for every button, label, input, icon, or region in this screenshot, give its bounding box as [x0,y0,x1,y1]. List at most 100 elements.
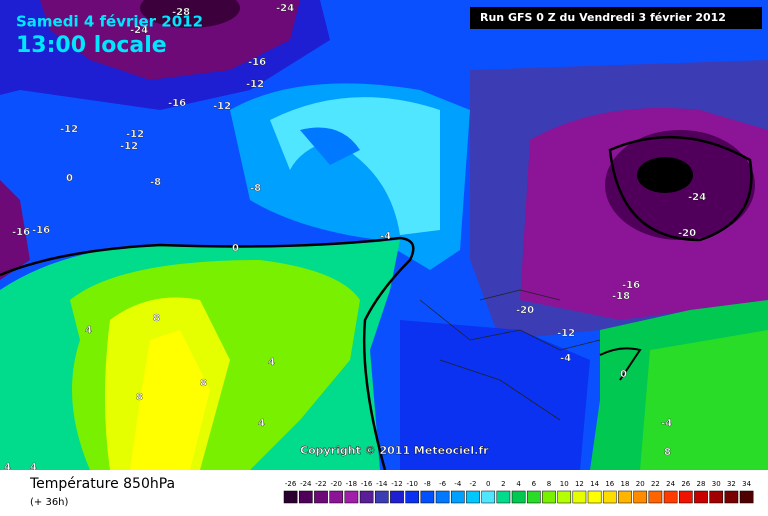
date: Samedi 4 février 2012 [16,13,203,31]
legend-label: 8 [547,480,551,488]
legend-label: 2 [501,480,505,488]
legend-label: 34 [742,480,751,488]
legend-swatch [511,490,526,504]
contour-label: -8 [250,183,261,194]
legend-label: 26 [681,480,690,488]
contour-label: 4 [85,325,92,336]
contour-label: -12 [60,124,78,135]
legend-swatch [420,490,435,504]
contour-label: -24 [130,25,148,36]
contour-label: -4 [661,418,672,429]
contour-label: -20 [678,228,696,239]
legend-swatch [694,490,708,504]
run-box [470,7,762,29]
legend-swatch [466,490,480,504]
legend-swatch [481,490,496,504]
legend-swatch [450,490,465,504]
contour-label: -20 [516,305,534,316]
legend-label: -2 [470,480,477,488]
contour-label: -28 [172,7,190,18]
legend-swatch [374,490,389,504]
legend-swatch [542,490,556,504]
contour-label: -24 [276,3,294,14]
legend-label: -24 [300,480,312,488]
legend-label: -16 [361,480,373,488]
contour-label: 0 [66,173,73,184]
contour-label: -4 [380,231,391,242]
legend-label: -12 [391,480,402,488]
contour-label: 8 [153,313,160,324]
legend-swatch [587,490,602,504]
legend-label: 30 [712,480,721,488]
contour-label: -4 [560,353,571,364]
contour-label: 8 [664,447,671,458]
contour-label: -16 [12,227,30,238]
legend-label: -20 [330,480,341,488]
legend-title: Température 850hPa [29,476,175,492]
time: 13:00 locale [16,33,167,58]
legend-swatch [359,490,374,504]
contour-label: -16 [248,57,266,68]
copyright: Copyright © 2011 Meteociel.fr [300,444,489,457]
legend-label: 6 [532,480,537,488]
legend-swatch [283,490,298,504]
contour-label: -12 [557,328,575,339]
legend-label: 16 [605,480,614,488]
contour-label: 4 [258,418,265,429]
contour-label: -8 [150,177,161,188]
legend-label: -10 [406,480,417,488]
legend-swatch [314,490,328,504]
legend-swatch [329,490,344,504]
legend-swatch [678,490,693,504]
contour-label: 4 [30,462,37,473]
legend-swatch [557,490,572,504]
contour-label: 0 [232,243,239,254]
legend-subtitle: (+ 36h) [30,497,69,508]
legend-label: -4 [454,480,462,488]
map [0,0,768,471]
legend-label: 28 [697,480,706,488]
contour-labels: -28 -24-24-16-12-16 -12-12 -12-12-8-8-16 -16… [4,3,706,473]
legend-label: 10 [560,480,569,488]
contour-label: -16 [168,98,186,109]
legend-swatch [572,490,587,504]
legend-label: 0 [486,480,490,488]
legend-swatch [405,490,420,504]
contour-label: -16 [622,280,640,291]
run-info: Run GFS 0 Z du Vendredi 3 février 2012 [480,11,726,24]
contour-label: -16 [32,225,50,236]
legend-swatch [633,490,648,504]
legend-label: -26 [285,480,297,488]
contour-label: 8 [200,378,207,389]
legend-swatch [648,490,663,504]
legend-label: -6 [439,480,447,488]
legend-swatch [739,490,754,504]
legend-label: -18 [346,480,357,488]
legend-swatch [724,490,739,504]
legend-label: 18 [621,480,630,488]
legend-label: -8 [424,480,431,488]
legend-label: 14 [590,480,599,488]
legend-label: 12 [575,480,584,488]
legend-swatch [709,490,724,504]
contour-label: 0 [620,369,627,380]
legend-label: 20 [636,480,645,488]
color-scale: -26 -24 -22 -20 -18 -16 -14 -12 -10 -8 -6 -4 -2 0 2 4 6 8… [283,480,754,504]
legend-swatch [618,490,632,504]
legend-swatch [298,490,313,504]
legend-label: -14 [376,480,388,488]
legend-swatch [663,490,678,504]
contour-label: 4 [4,462,11,473]
legend-swatch [526,490,541,504]
legend-swatch [344,490,359,504]
contour-label: -12 [213,101,231,112]
legend-swatch [496,490,511,504]
contour-label: -12 [120,141,138,152]
contour-label: -18 [612,291,630,302]
contour-label: -24 [688,192,706,203]
legend-swatch [435,490,450,504]
legend-swatch [390,490,404,504]
contour-label: -12 [246,79,264,90]
contour-label: -12 [126,129,144,140]
